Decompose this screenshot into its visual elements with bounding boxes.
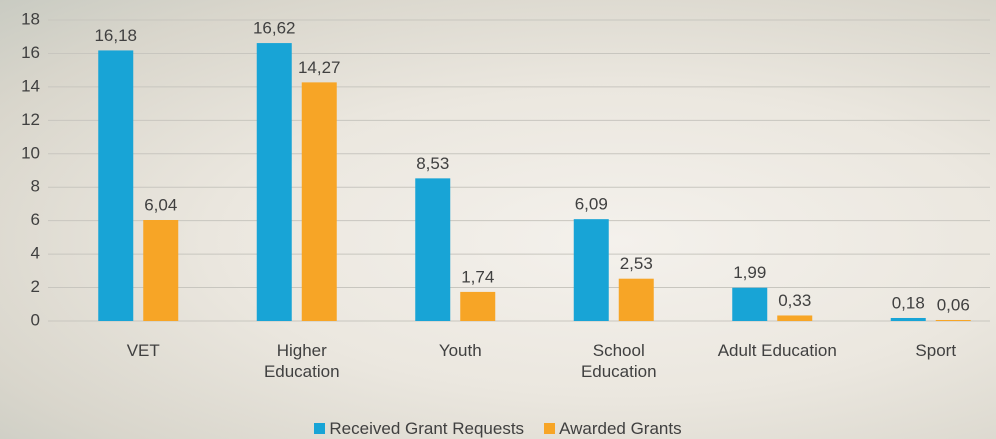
legend-swatch bbox=[544, 423, 556, 434]
bar bbox=[143, 219, 179, 321]
data-label: 0,33 bbox=[778, 291, 811, 310]
y-tick-label: 8 bbox=[31, 177, 40, 196]
bar bbox=[98, 50, 134, 321]
y-tick-label: 14 bbox=[21, 76, 40, 95]
x-tick-label: VET bbox=[126, 341, 160, 360]
bar bbox=[415, 178, 451, 321]
y-tick-label: 2 bbox=[31, 277, 40, 296]
data-label: 1,74 bbox=[461, 267, 494, 286]
data-label: 1,99 bbox=[733, 263, 766, 282]
bar bbox=[256, 43, 292, 322]
y-tick-label: 18 bbox=[21, 9, 40, 28]
legend: Received Grant Requests Awarded Grants bbox=[0, 419, 996, 439]
data-label: 6,09 bbox=[575, 195, 608, 214]
y-tick-label: 16 bbox=[21, 43, 40, 62]
legend-item: Received Grant Requests bbox=[314, 419, 524, 439]
bar bbox=[573, 219, 609, 321]
data-label: 16,18 bbox=[94, 26, 137, 45]
bar bbox=[732, 287, 768, 321]
data-label: 6,04 bbox=[144, 195, 177, 214]
data-label: 8,53 bbox=[416, 154, 449, 173]
y-tick-label: 12 bbox=[21, 110, 40, 129]
bar bbox=[301, 82, 337, 321]
x-tick-label: School Education bbox=[580, 341, 657, 381]
x-tick-label: Adult Education bbox=[717, 341, 837, 360]
y-tick-label: 10 bbox=[21, 143, 40, 162]
bar bbox=[935, 319, 971, 321]
bar bbox=[777, 315, 813, 321]
data-label: 0,06 bbox=[937, 295, 970, 314]
x-tick-label: Higher Education bbox=[263, 341, 340, 381]
legend-label: Awarded Grants bbox=[559, 419, 682, 438]
data-label: 16,62 bbox=[253, 19, 296, 38]
legend-label: Received Grant Requests bbox=[329, 419, 525, 438]
x-tick-label: Youth bbox=[438, 341, 482, 360]
y-tick-label: 0 bbox=[31, 310, 40, 329]
legend-item: Awarded Grants bbox=[544, 419, 682, 439]
bar bbox=[460, 291, 496, 321]
y-tick-label: 4 bbox=[31, 244, 40, 263]
x-tick-label: Sport bbox=[915, 341, 957, 360]
bar bbox=[618, 278, 654, 321]
data-label: 14,27 bbox=[298, 58, 341, 77]
y-tick-label: 6 bbox=[31, 210, 40, 229]
bar bbox=[890, 317, 926, 321]
data-label: 2,53 bbox=[620, 254, 653, 273]
legend-swatch bbox=[314, 423, 326, 434]
data-label: 0,18 bbox=[892, 293, 925, 312]
